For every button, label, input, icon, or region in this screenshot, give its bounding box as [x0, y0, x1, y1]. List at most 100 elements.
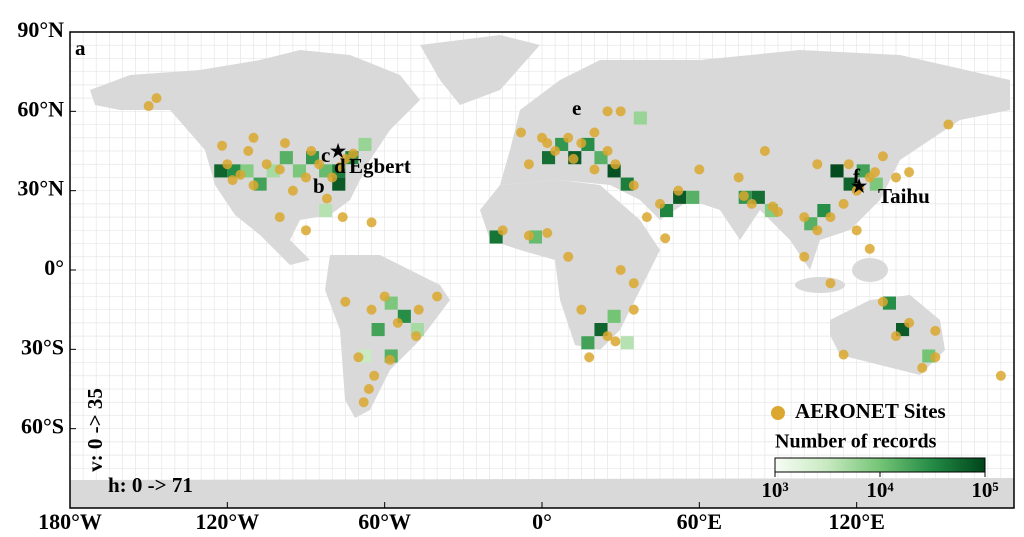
site-marker [843, 159, 854, 170]
site-marker [379, 291, 390, 302]
site-marker [673, 185, 684, 196]
site-marker [799, 251, 810, 262]
site-marker [392, 317, 403, 328]
site-marker [411, 331, 422, 342]
x-tick-label: 120°E [828, 509, 884, 534]
site-marker [877, 296, 888, 307]
site-marker [628, 304, 639, 315]
site-marker [337, 212, 348, 223]
grid-cell [581, 336, 595, 350]
site-marker [610, 159, 621, 170]
site-marker [217, 140, 228, 151]
site-marker [321, 193, 332, 204]
site-marker [838, 198, 849, 209]
y-tick-label: 60°N [17, 96, 64, 121]
y-tick-label: 60°S [21, 414, 64, 439]
site-marker [287, 185, 298, 196]
colorbar-tick-label: 10³ [761, 478, 788, 502]
annotation: e [572, 96, 581, 120]
site-marker [358, 397, 369, 408]
y-tick-label: 30°S [21, 334, 64, 359]
site-marker [143, 101, 154, 112]
site-marker [576, 138, 587, 149]
site-star: ★ [330, 141, 347, 161]
colorbar-title: Number of records [775, 431, 937, 453]
site-marker [738, 190, 749, 201]
land [70, 35, 1014, 508]
site-marker [243, 146, 254, 156]
site-marker [943, 119, 954, 130]
site-marker [773, 206, 783, 217]
grid-label: h: 0 -> 71 [108, 473, 193, 497]
site-marker [235, 169, 246, 180]
y-tick-label: 30°N [17, 176, 64, 201]
colorbar-tick-label: 10⁴ [866, 478, 894, 502]
site-marker [227, 175, 238, 186]
site-marker [568, 153, 579, 164]
site-marker [891, 331, 901, 342]
annotation: f [853, 164, 861, 188]
site-marker [694, 164, 705, 175]
annotation: c [321, 143, 330, 167]
site-marker [348, 148, 359, 159]
site-marker [799, 212, 810, 223]
site-marker [274, 164, 285, 175]
grid-cell [279, 151, 293, 165]
site-marker [516, 127, 527, 138]
site-marker [930, 325, 941, 336]
grid-cell [319, 204, 333, 218]
site-marker [248, 180, 259, 191]
site-marker [563, 251, 574, 262]
site-marker [877, 151, 888, 162]
site-marker [366, 304, 377, 315]
site-marker [917, 362, 928, 373]
site-marker [563, 132, 574, 143]
site-marker [576, 304, 587, 315]
site-marker [340, 153, 351, 164]
site-marker [812, 159, 823, 170]
site-marker [306, 146, 317, 156]
site-marker [641, 212, 652, 223]
site-marker [366, 217, 377, 228]
site-marker [301, 225, 311, 236]
site-marker [891, 172, 901, 183]
site-marker [327, 172, 338, 183]
x-tick-label: 120°W [195, 509, 259, 534]
site-marker [628, 180, 639, 191]
site-marker [904, 167, 915, 178]
grid-cell [607, 309, 621, 323]
site-marker [432, 291, 443, 302]
site-marker [930, 352, 941, 363]
site-marker [151, 93, 162, 104]
x-tick-label: 60°W [358, 509, 411, 534]
site-marker [261, 159, 272, 170]
site-marker [733, 172, 744, 183]
site-marker [280, 138, 291, 149]
x-tick-label: 60°E [677, 509, 722, 534]
site-marker [369, 370, 380, 381]
grid-label: v: 0 -> 35 [83, 388, 107, 472]
site-marker [825, 278, 836, 289]
site-marker [870, 167, 881, 178]
site-marker [615, 265, 626, 275]
site-marker [363, 384, 374, 394]
grid-cell [371, 323, 385, 337]
site-marker [825, 212, 836, 223]
site-marker [542, 227, 553, 238]
site-marker [854, 183, 865, 194]
annotation: d [334, 154, 346, 178]
grid-cell [686, 190, 700, 204]
site-marker [413, 304, 424, 315]
site-marker [602, 331, 613, 342]
site-marker [248, 132, 259, 143]
site-marker [628, 278, 639, 289]
site-marker [314, 159, 325, 170]
site-marker [602, 146, 613, 156]
panel-label: a [75, 36, 86, 60]
y-tick-label: 90°N [17, 17, 64, 42]
site-marker [864, 243, 875, 254]
colorbar [774, 457, 986, 473]
site-marker [274, 212, 285, 223]
legend-label: AERONET Sites [795, 399, 946, 423]
